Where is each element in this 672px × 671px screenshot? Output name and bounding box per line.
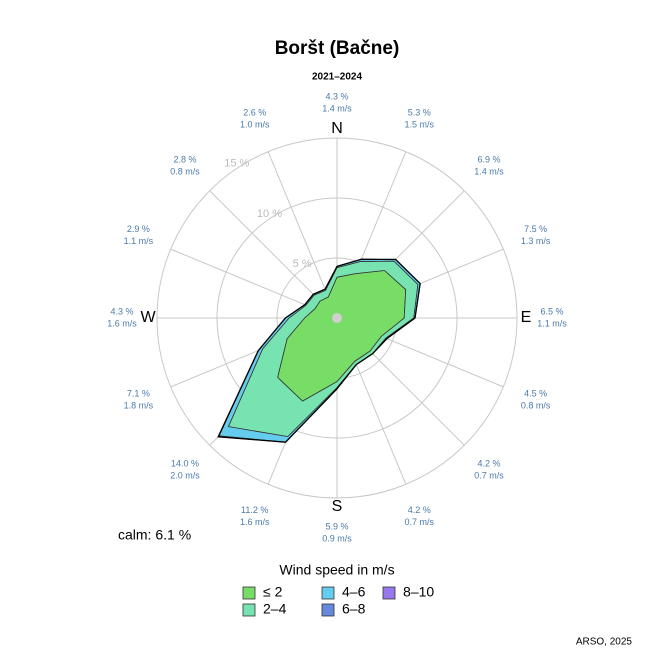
chart-subtitle: 2021–2024 bbox=[312, 72, 362, 83]
legend-swatch bbox=[321, 586, 335, 600]
legend-label: 6–8 bbox=[342, 601, 366, 617]
direction-percent: 2.6 % bbox=[243, 108, 266, 118]
direction-speed: 1.0 m/s bbox=[240, 120, 270, 130]
direction-speed: 0.8 m/s bbox=[170, 166, 200, 176]
direction-speed: 1.1 m/s bbox=[537, 318, 567, 328]
direction-percent: 4.5 % bbox=[524, 389, 547, 399]
direction-speed: 0.7 m/s bbox=[405, 517, 435, 527]
chart-title: Boršt (Bačne) bbox=[275, 38, 400, 59]
direction-percent: 14.0 % bbox=[171, 458, 199, 468]
legend-label: 8–10 bbox=[403, 584, 434, 600]
source: ARSO, 2025 bbox=[576, 637, 633, 648]
legend-label: 2–4 bbox=[263, 601, 287, 617]
r-tick-label: 10 % bbox=[257, 208, 282, 220]
direction-speed: 1.6 m/s bbox=[240, 517, 270, 527]
direction-speed: 1.6 m/s bbox=[107, 318, 137, 328]
legend-swatch bbox=[321, 603, 335, 617]
direction-percent: 6.9 % bbox=[478, 154, 501, 164]
grid-ring bbox=[216, 197, 458, 439]
legend-swatch bbox=[242, 603, 256, 617]
compass-label: W bbox=[140, 309, 156, 326]
legend-swatch bbox=[382, 586, 396, 600]
legend-swatch bbox=[242, 586, 256, 600]
direction-speed: 1.4 m/s bbox=[322, 103, 352, 113]
direction-percent: 11.2 % bbox=[241, 505, 268, 515]
direction-percent: 7.5 % bbox=[524, 224, 547, 234]
r-tick-label: 5 % bbox=[293, 258, 312, 270]
direction-speed: 1.1 m/s bbox=[124, 236, 154, 246]
compass-label: S bbox=[332, 498, 343, 515]
direction-percent: 4.3 % bbox=[325, 91, 348, 101]
center-dot bbox=[332, 313, 342, 323]
direction-speed: 0.9 m/s bbox=[322, 533, 352, 543]
direction-percent: 5.3 % bbox=[408, 108, 431, 118]
grid-ring bbox=[156, 137, 518, 499]
direction-speed: 1.3 m/s bbox=[521, 236, 551, 246]
direction-percent: 4.3 % bbox=[110, 306, 133, 316]
legend-label: 4–6 bbox=[342, 584, 366, 600]
compass-label: E bbox=[521, 309, 532, 326]
direction-percent: 5.9 % bbox=[325, 521, 348, 531]
direction-percent: 2.8 % bbox=[173, 154, 196, 164]
direction-percent: 6.5 % bbox=[540, 306, 563, 316]
r-tick-label: 15 % bbox=[224, 158, 249, 170]
calm-label: calm: 6.1 % bbox=[118, 527, 191, 543]
direction-speed: 1.5 m/s bbox=[405, 120, 435, 130]
direction-speed: 0.7 m/s bbox=[474, 470, 504, 480]
direction-percent: 7.1 % bbox=[127, 389, 150, 399]
direction-percent: 4.2 % bbox=[478, 458, 501, 468]
direction-speed: 2.0 m/s bbox=[170, 470, 200, 480]
direction-speed: 1.8 m/s bbox=[124, 401, 154, 411]
direction-speed: 0.8 m/s bbox=[521, 401, 551, 411]
direction-speed: 1.4 m/s bbox=[474, 166, 504, 176]
legend-title: Wind speed in m/s bbox=[279, 562, 394, 578]
direction-percent: 2.9 % bbox=[127, 224, 150, 234]
legend-label: ≤ 2 bbox=[263, 584, 283, 600]
compass-label: N bbox=[331, 120, 343, 137]
rose-outline bbox=[217, 258, 421, 443]
direction-percent: 4.2 % bbox=[408, 505, 431, 515]
